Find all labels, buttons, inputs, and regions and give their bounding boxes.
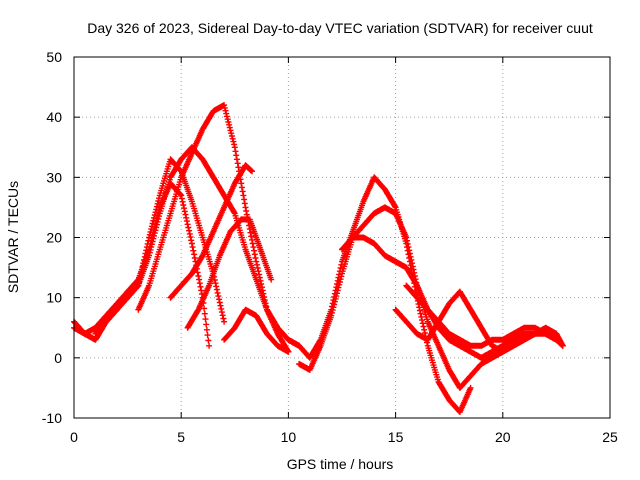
- series-points: [296, 204, 506, 391]
- x-tick-label: 5: [177, 429, 185, 445]
- y-tick-label: 30: [46, 169, 62, 185]
- x-axis-label: GPS time / hours: [287, 456, 394, 472]
- y-tick-label: -10: [42, 410, 62, 426]
- series-points: [221, 306, 292, 355]
- y-tick-label: 10: [46, 290, 62, 306]
- y-tick-labels: -10 0 10 20 30 40 50: [42, 49, 62, 426]
- x-tick-label: 25: [602, 429, 618, 445]
- series-track-c: [92, 144, 303, 349]
- series-track-e: [167, 162, 255, 301]
- series-track-l: [403, 282, 560, 349]
- x-tick-label: 20: [495, 429, 511, 445]
- y-tick-label: 20: [46, 230, 62, 246]
- series-points: [135, 102, 292, 355]
- plot-frame: [73, 56, 611, 419]
- grid: [73, 56, 611, 419]
- x-tick-label: 15: [388, 429, 404, 445]
- series-track-g: [221, 306, 292, 355]
- chart-title: Day 326 of 2023, Sidereal Day-to-day VTE…: [87, 20, 593, 36]
- series-track-d: [135, 102, 292, 355]
- series-track-f: [184, 216, 275, 331]
- series-points: [184, 216, 275, 331]
- x-tick-labels: 0 5 10 15 20 25: [70, 429, 618, 445]
- series-track-i: [296, 204, 506, 391]
- series-points: [403, 282, 560, 349]
- y-tick-label: 40: [46, 109, 62, 125]
- x-tick-label: 0: [70, 429, 78, 445]
- series-points: [92, 144, 303, 349]
- x-tick-label: 10: [281, 429, 297, 445]
- data-marks: [71, 102, 566, 415]
- y-tick-label: 0: [54, 350, 62, 366]
- y-tick-label: 50: [46, 49, 62, 65]
- y-axis-label: SDTVAR / TECUs: [5, 181, 21, 293]
- series-points: [167, 162, 255, 301]
